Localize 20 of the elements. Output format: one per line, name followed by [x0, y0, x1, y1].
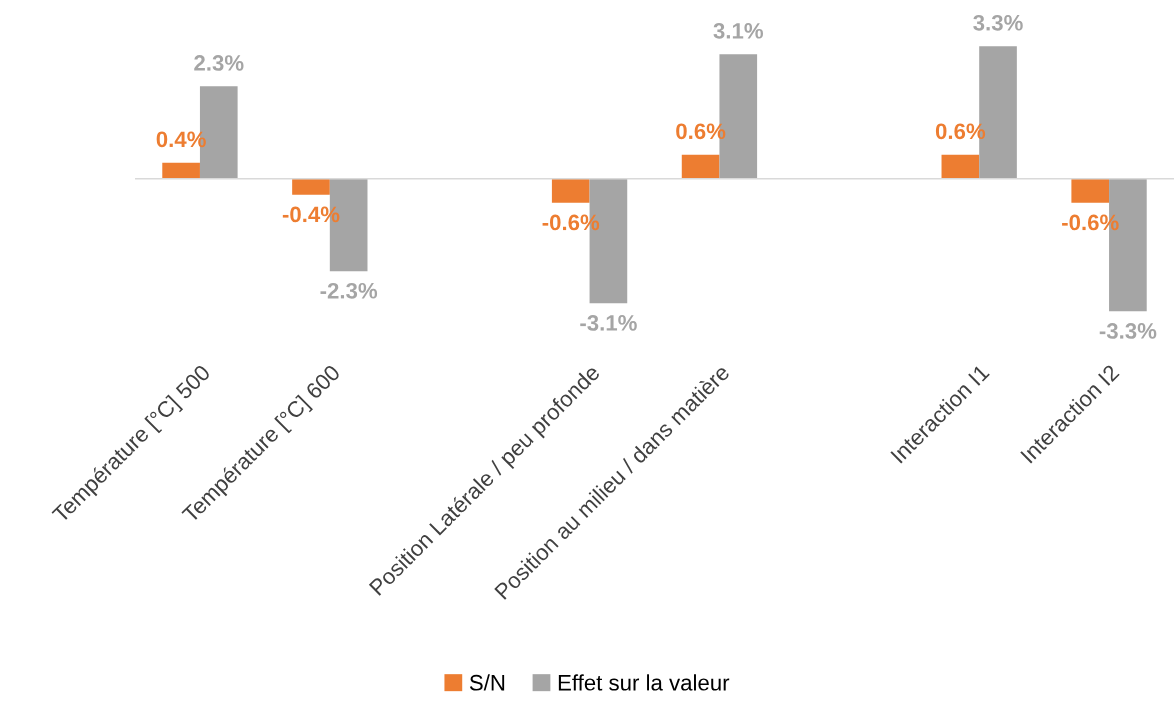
legend-label: Effet sur la valeur — [558, 674, 730, 691]
bar — [551, 178, 590, 203]
data-label: -0.6% — [542, 214, 600, 231]
data-label: 0.6% — [676, 123, 726, 140]
legend-label: S/N — [469, 674, 505, 691]
bar — [941, 154, 980, 179]
data-label: 3.1% — [713, 22, 764, 39]
bar — [162, 162, 200, 179]
data-label: 2.3% — [194, 55, 244, 71]
data-label: -2.3% — [320, 282, 378, 299]
data-label: -0.6% — [1062, 214, 1119, 231]
data-label: 3.3% — [973, 14, 1023, 31]
data-label: -3.1% — [580, 315, 637, 331]
bar — [1071, 178, 1110, 203]
bar — [292, 178, 330, 195]
data-label: -0.4% — [282, 206, 340, 223]
data-label: 0.4% — [156, 131, 206, 148]
data-label: -3.3% — [1099, 323, 1157, 339]
bar — [681, 154, 720, 179]
data-label: 0.6% — [935, 123, 986, 140]
